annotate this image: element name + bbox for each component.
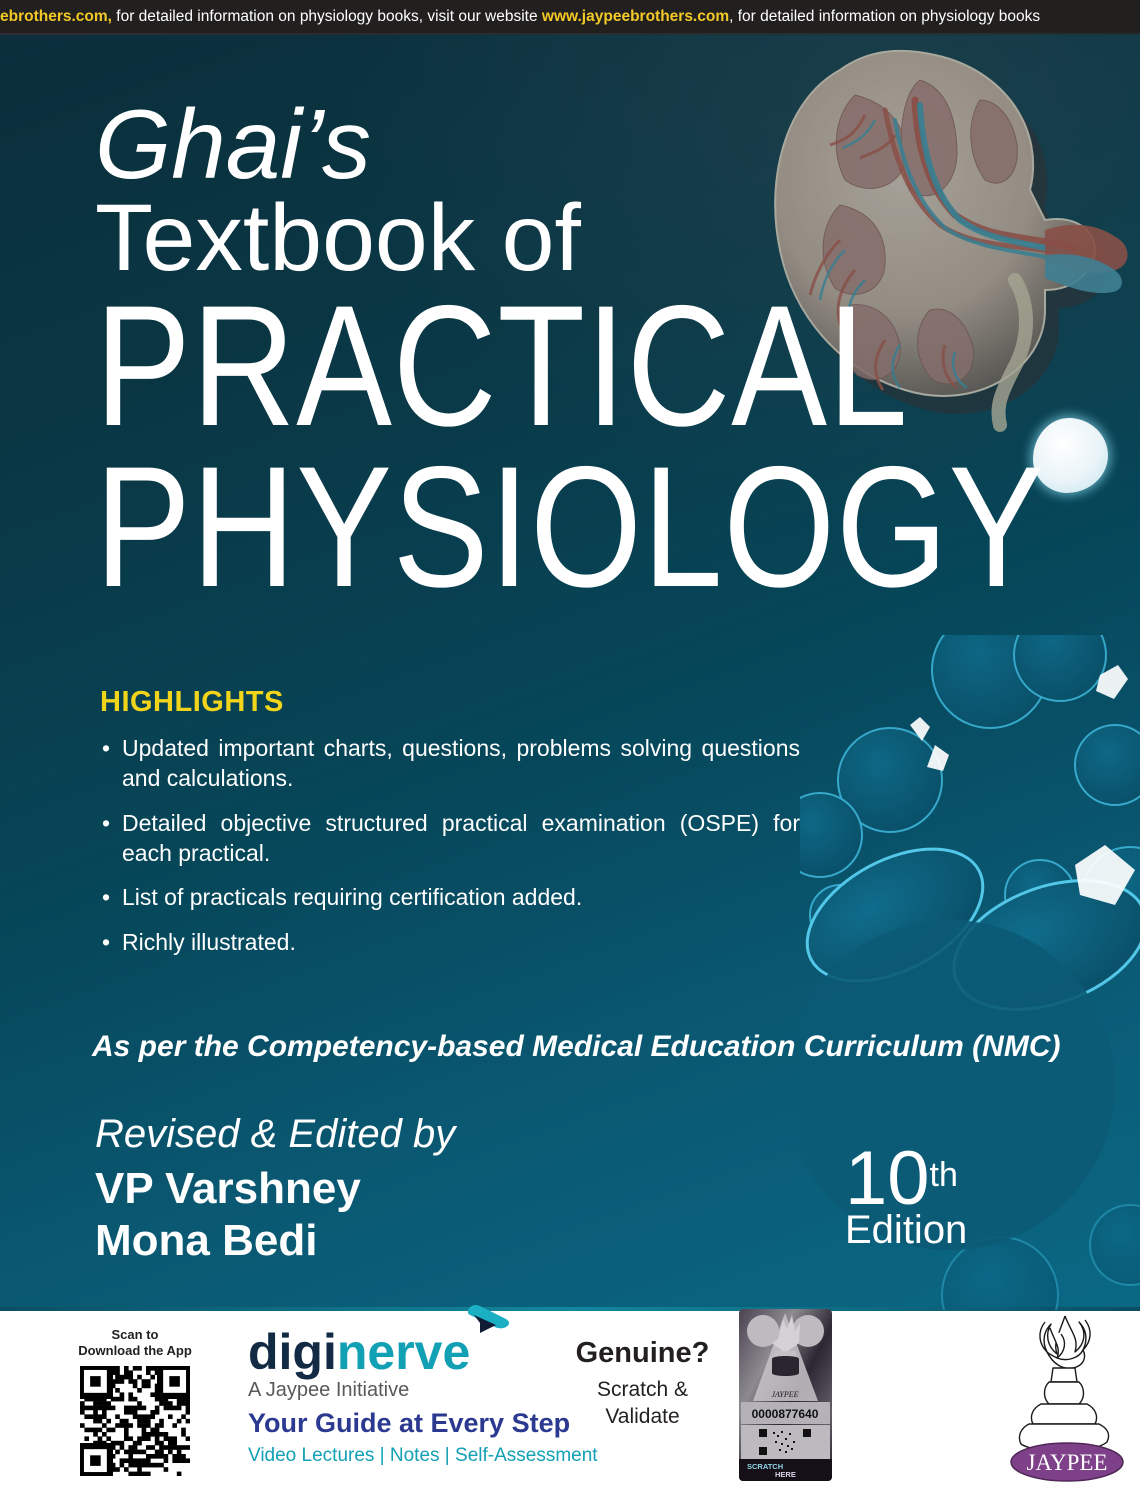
svg-text:JAYPEE: JAYPEE [771, 1390, 798, 1399]
svg-text:JAYPEE: JAYPEE [1027, 1450, 1108, 1475]
svg-text:0000877640: 0000877640 [752, 1407, 819, 1421]
svg-text:HERE: HERE [775, 1470, 796, 1479]
